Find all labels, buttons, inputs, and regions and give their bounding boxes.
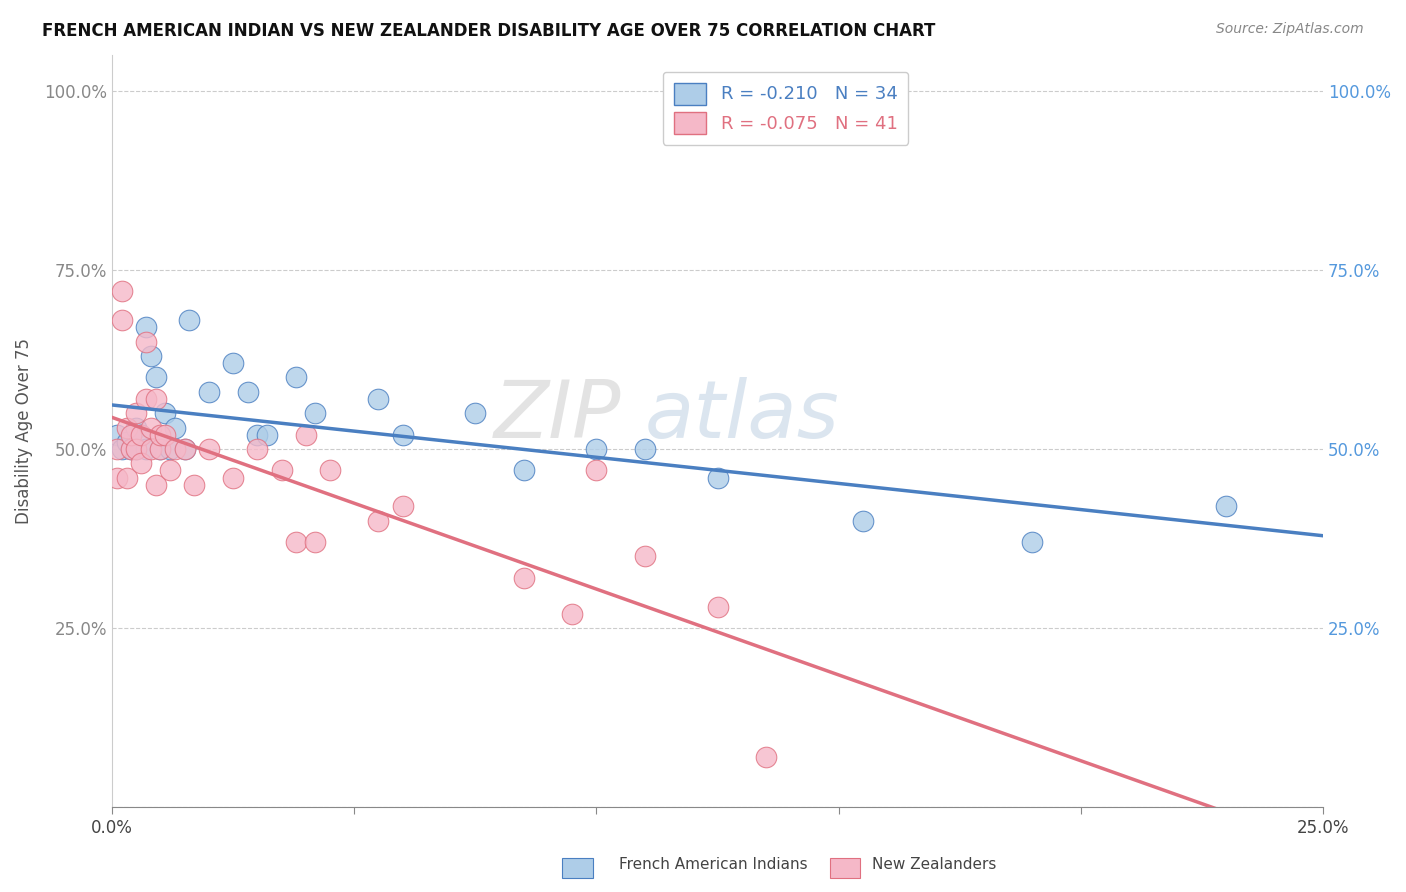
Point xyxy=(163,442,186,456)
Point xyxy=(135,320,157,334)
Point xyxy=(179,313,201,327)
Point xyxy=(585,463,607,477)
Point xyxy=(304,406,326,420)
Point xyxy=(145,370,167,384)
Point xyxy=(115,420,138,434)
Point xyxy=(852,514,875,528)
Point xyxy=(105,442,128,456)
Point xyxy=(222,356,245,370)
Point xyxy=(105,427,128,442)
Point xyxy=(173,442,195,456)
Point xyxy=(120,442,142,456)
Text: French American Indians: French American Indians xyxy=(619,857,807,872)
Point xyxy=(115,470,138,484)
Point xyxy=(706,599,728,614)
Point xyxy=(111,313,134,327)
Point xyxy=(155,406,177,420)
Point xyxy=(125,420,148,434)
Point xyxy=(135,392,157,406)
Point xyxy=(634,442,657,456)
Point xyxy=(198,442,221,456)
Point xyxy=(173,442,195,456)
Point xyxy=(1021,535,1043,549)
Point xyxy=(391,427,413,442)
Point xyxy=(464,406,486,420)
Point xyxy=(222,470,245,484)
Point xyxy=(145,478,167,492)
Point xyxy=(111,442,134,456)
Point xyxy=(513,571,536,585)
Legend: R = -0.210   N = 34, R = -0.075   N = 41: R = -0.210 N = 34, R = -0.075 N = 41 xyxy=(662,71,908,145)
Point xyxy=(391,500,413,514)
Point xyxy=(183,478,205,492)
Point xyxy=(367,392,389,406)
Point xyxy=(285,535,308,549)
Point xyxy=(155,427,177,442)
Point xyxy=(285,370,308,384)
Point xyxy=(139,420,162,434)
Point xyxy=(706,470,728,484)
Point xyxy=(256,427,278,442)
Point xyxy=(139,349,162,363)
Point xyxy=(120,427,142,442)
Point xyxy=(304,535,326,549)
Point xyxy=(561,607,583,621)
Text: atlas: atlas xyxy=(645,377,839,455)
Point xyxy=(149,442,172,456)
Point xyxy=(294,427,316,442)
Point xyxy=(129,427,152,442)
Point xyxy=(159,442,181,456)
Point xyxy=(145,392,167,406)
Point xyxy=(105,470,128,484)
Point xyxy=(634,549,657,564)
Point xyxy=(270,463,292,477)
Point xyxy=(246,442,269,456)
Y-axis label: Disability Age Over 75: Disability Age Over 75 xyxy=(15,338,32,524)
Point xyxy=(129,427,152,442)
Point xyxy=(129,456,152,470)
Point xyxy=(115,434,138,449)
Point xyxy=(149,427,172,442)
Point xyxy=(585,442,607,456)
Point xyxy=(125,406,148,420)
Text: Source: ZipAtlas.com: Source: ZipAtlas.com xyxy=(1216,22,1364,37)
Point xyxy=(513,463,536,477)
Point xyxy=(367,514,389,528)
Point xyxy=(149,442,172,456)
Point xyxy=(111,285,134,299)
Point xyxy=(135,334,157,349)
Point xyxy=(125,442,148,456)
Point xyxy=(159,463,181,477)
Point xyxy=(163,420,186,434)
Text: FRENCH AMERICAN INDIAN VS NEW ZEALANDER DISABILITY AGE OVER 75 CORRELATION CHART: FRENCH AMERICAN INDIAN VS NEW ZEALANDER … xyxy=(42,22,935,40)
Point xyxy=(1215,500,1237,514)
Point xyxy=(139,442,162,456)
Text: New Zealanders: New Zealanders xyxy=(872,857,995,872)
Point xyxy=(246,427,269,442)
Point xyxy=(135,442,157,456)
Point xyxy=(120,442,142,456)
Point xyxy=(236,384,259,399)
Point xyxy=(125,442,148,456)
Text: ZIP: ZIP xyxy=(494,377,620,455)
Point xyxy=(755,750,778,764)
Point xyxy=(319,463,342,477)
Point xyxy=(198,384,221,399)
